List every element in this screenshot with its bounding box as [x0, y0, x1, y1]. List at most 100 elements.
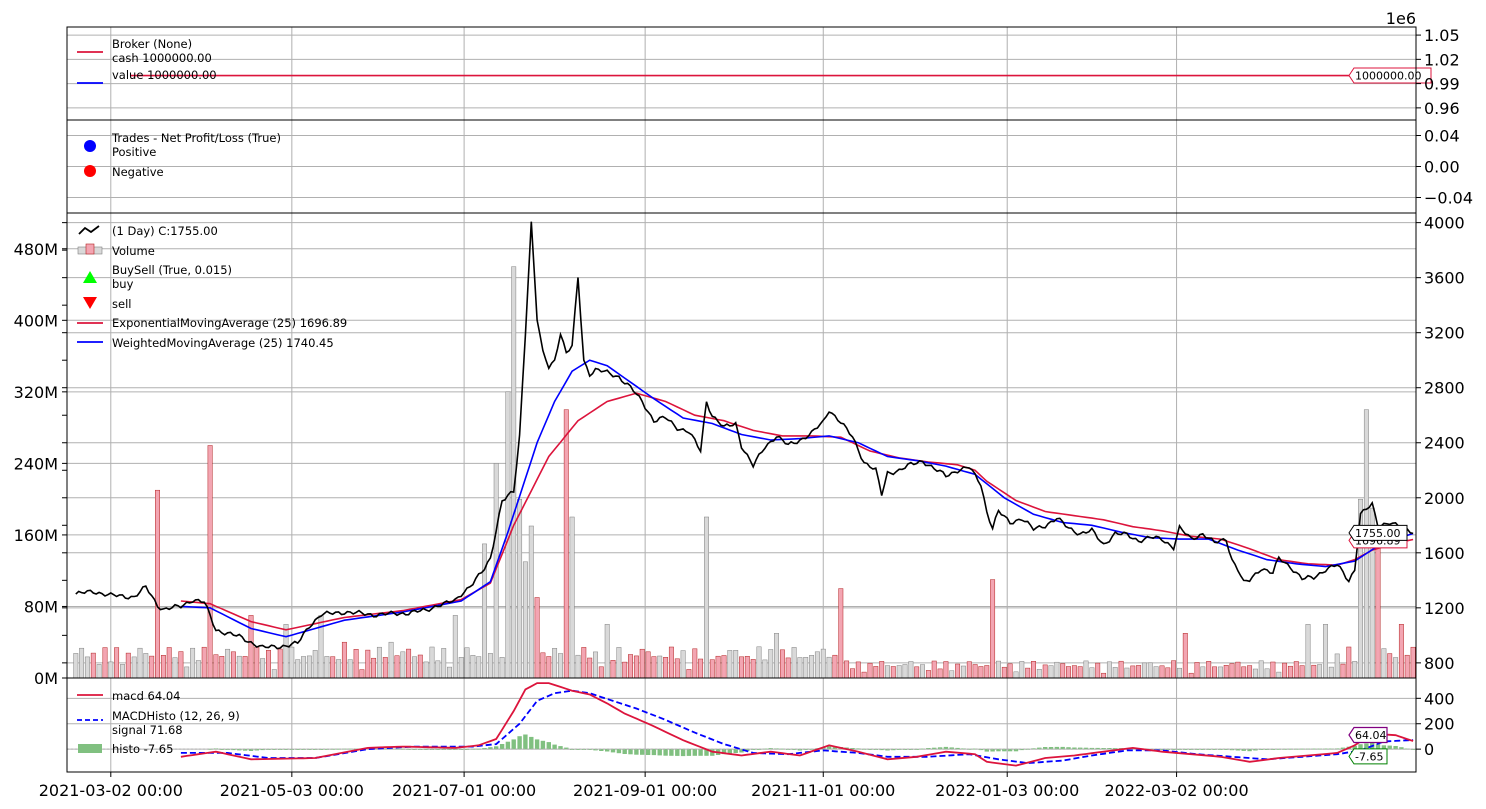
volume-bar: [1264, 668, 1270, 679]
volume-bar: [195, 660, 201, 679]
histo-tag-box: [1348, 748, 1388, 765]
volume-bar: [1217, 666, 1223, 679]
volume-bar: [1153, 666, 1159, 679]
volume-bar: [598, 666, 604, 679]
volume-bar: [604, 624, 610, 679]
price-panel: 1696.89 1755.00: [75, 221, 1414, 650]
x-tick-label: 2022-03-02 00:00: [1104, 781, 1248, 800]
legends: Broker (None)cash 1000000.00 value 100000…: [77, 37, 347, 756]
volume-bar: [1212, 666, 1217, 679]
volume-bar: [674, 658, 680, 679]
macd-y-tick-label: 0: [1424, 740, 1434, 759]
histo-bar: [587, 749, 592, 750]
volume-bar: [190, 647, 196, 679]
histo-bar: [295, 749, 300, 750]
volume-bar: [207, 445, 213, 679]
histo-bar: [1043, 747, 1048, 750]
histo-bar: [558, 746, 563, 750]
volume-bar: [277, 648, 283, 679]
histo-bar: [628, 749, 633, 755]
histo-bar: [739, 749, 744, 753]
histo-bar: [1007, 749, 1013, 752]
volume-bar: [797, 657, 803, 679]
volume-bar: [1287, 665, 1293, 679]
broker-y-tick-label: 1.05: [1424, 26, 1460, 45]
volume-bar: [131, 656, 137, 679]
volume-y-tick-label: 80M: [24, 597, 58, 616]
histo-bar: [412, 749, 417, 750]
trades-y-tick-label: 0.04: [1424, 127, 1460, 146]
volume-bar: [546, 656, 552, 679]
histo-bar: [949, 747, 954, 750]
histo-bar: [832, 746, 838, 750]
macd-y-tick-label: 200: [1424, 715, 1455, 734]
volume-bar: [1346, 646, 1352, 679]
volume-bar: [663, 657, 669, 679]
histo-bar: [207, 748, 213, 750]
histo-bar: [1288, 748, 1293, 750]
histo-bar: [324, 749, 330, 750]
volume-bar: [657, 655, 663, 679]
volume-bar: [1025, 667, 1031, 679]
macd-panel: -7.65 64.04: [67, 682, 1416, 767]
volume-bar: [750, 659, 756, 679]
legend-label: value 1000000.00: [112, 68, 217, 82]
histo-bar: [1183, 749, 1188, 750]
volume-bar: [832, 654, 838, 679]
legend-volume-swatch-down: [85, 243, 95, 255]
histo-bar: [272, 749, 277, 750]
broker-tag-box: [1348, 67, 1432, 84]
broker-tag-text: 1000000.00: [1355, 70, 1421, 83]
histo-bar: [733, 749, 738, 753]
histo-bar: [1224, 749, 1229, 750]
trades-y-tick-label: 0.00: [1424, 158, 1460, 177]
macd-y-tick-label: 400: [1424, 689, 1455, 708]
histo-bar: [336, 748, 341, 750]
macd-line: [180, 682, 1414, 767]
volume-bar: [143, 653, 149, 679]
macd-tag-text: 64.04: [1355, 729, 1387, 742]
volume-bar: [394, 655, 400, 679]
volume-bar: [733, 650, 739, 679]
histo-bar: [1107, 748, 1112, 750]
histo-bar: [505, 741, 511, 750]
volume-bar: [1311, 664, 1317, 679]
volume-bar: [873, 666, 879, 679]
histo-bar: [791, 749, 797, 750]
volume-bar: [184, 666, 190, 679]
legend-label: cash 1000000.00: [112, 51, 212, 65]
volume-bar: [155, 489, 160, 679]
histo-bar: [751, 749, 756, 750]
volume-bar: [739, 656, 744, 679]
volume-bar: [1013, 671, 1019, 679]
histo-bar: [482, 748, 487, 750]
legend-label: Positive: [112, 145, 156, 159]
volume-bar: [108, 661, 114, 679]
volume-bar: [692, 648, 698, 679]
legend-label: Negative: [112, 165, 164, 179]
legend-label: ExponentialMovingAverage (25) 1696.89: [112, 316, 347, 330]
histo-bar: [943, 746, 949, 750]
volume-bar: [160, 655, 166, 679]
volume-bar: [914, 666, 920, 679]
legend-sell-marker: [83, 297, 97, 309]
volume-bar: [844, 660, 850, 679]
volume-bar: [633, 655, 639, 679]
legend-label: signal 71.68: [112, 723, 183, 737]
legend-price-swatch: [78, 225, 100, 235]
volume-bar: [306, 655, 312, 679]
volume-bar: [353, 649, 359, 679]
volume-bar: [230, 651, 236, 679]
close-tag-box: [1348, 524, 1408, 541]
histo-bar: [867, 749, 873, 750]
volume-bar: [791, 647, 797, 679]
volume-bar: [756, 646, 762, 679]
histo-bar: [932, 747, 937, 750]
histo-bar: [920, 748, 925, 750]
histo-bar: [1253, 749, 1258, 751]
volume-bar: [908, 661, 914, 679]
volume-bar: [1252, 668, 1258, 679]
histo-bar: [307, 749, 312, 750]
histo-bar: [610, 749, 616, 753]
volume-bar: [435, 660, 441, 679]
